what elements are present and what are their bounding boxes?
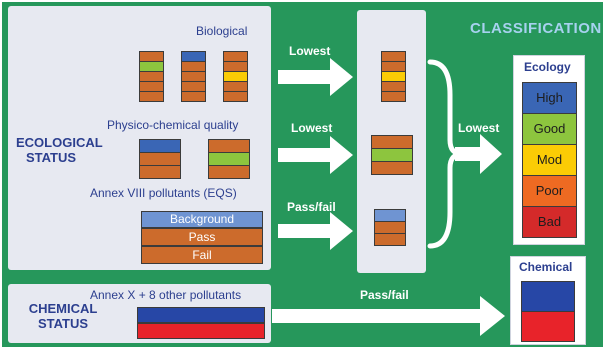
stack-cell <box>381 91 406 102</box>
ecology-class-bad: Bad <box>522 206 577 238</box>
stack-cell <box>374 233 406 246</box>
stack-cell <box>139 165 181 179</box>
stack-cell <box>208 165 250 179</box>
ecology-legend-title: Ecology <box>524 60 571 74</box>
stack-cell <box>181 91 206 102</box>
annex-x-pass-band <box>137 307 265 323</box>
annex-viii-pass-row: Pass <box>141 228 263 246</box>
ecology-class-poor: Poor <box>522 175 577 207</box>
arrow-right-icon <box>455 134 502 174</box>
stack-cell <box>139 91 164 102</box>
lowest-arrow-label: Lowest <box>291 121 333 135</box>
arrow-right-icon <box>272 296 505 336</box>
pass-fail-arrow-label: Pass/fail <box>287 200 336 214</box>
stack-cell <box>371 161 413 175</box>
classification-title: CLASSIFICATION <box>470 20 602 37</box>
pass-fail-arrow-label: Pass/fail <box>360 288 409 302</box>
annex-viii-label: Annex VIII pollutants (EQS) <box>90 186 237 200</box>
annex-viii-fail-row: Fail <box>141 246 263 264</box>
arrow-right-icon <box>278 58 353 96</box>
annex-viii-background-row: Background <box>141 211 263 228</box>
ecological-status-label: ECOLOGICAL STATUS <box>16 135 103 165</box>
ecology-class-good: Good <box>522 113 577 145</box>
physico-chemical-label: Physico-chemical quality <box>107 118 239 132</box>
stack-cell <box>223 91 248 102</box>
ecology-class-mod: Mod <box>522 144 577 176</box>
annex-x-fail-band <box>137 323 265 339</box>
lowest-arrow-label: Lowest <box>289 44 331 58</box>
biological-label: Biological <box>196 24 248 38</box>
annex-x-label: Annex X + 8 other pollutants <box>90 288 242 302</box>
chemical-pass-band <box>521 281 575 312</box>
ecology-class-high: High <box>522 82 577 114</box>
arrow-right-icon <box>278 136 353 174</box>
chemical-fail-band <box>521 311 575 342</box>
arrow-right-icon <box>278 212 353 250</box>
bracket-brace-icon <box>427 59 465 249</box>
lowest-arrow-label: Lowest <box>458 121 500 135</box>
chemical-legend-title: Chemical <box>519 260 573 274</box>
chemical-status-label: CHEMICAL STATUS <box>28 301 98 331</box>
